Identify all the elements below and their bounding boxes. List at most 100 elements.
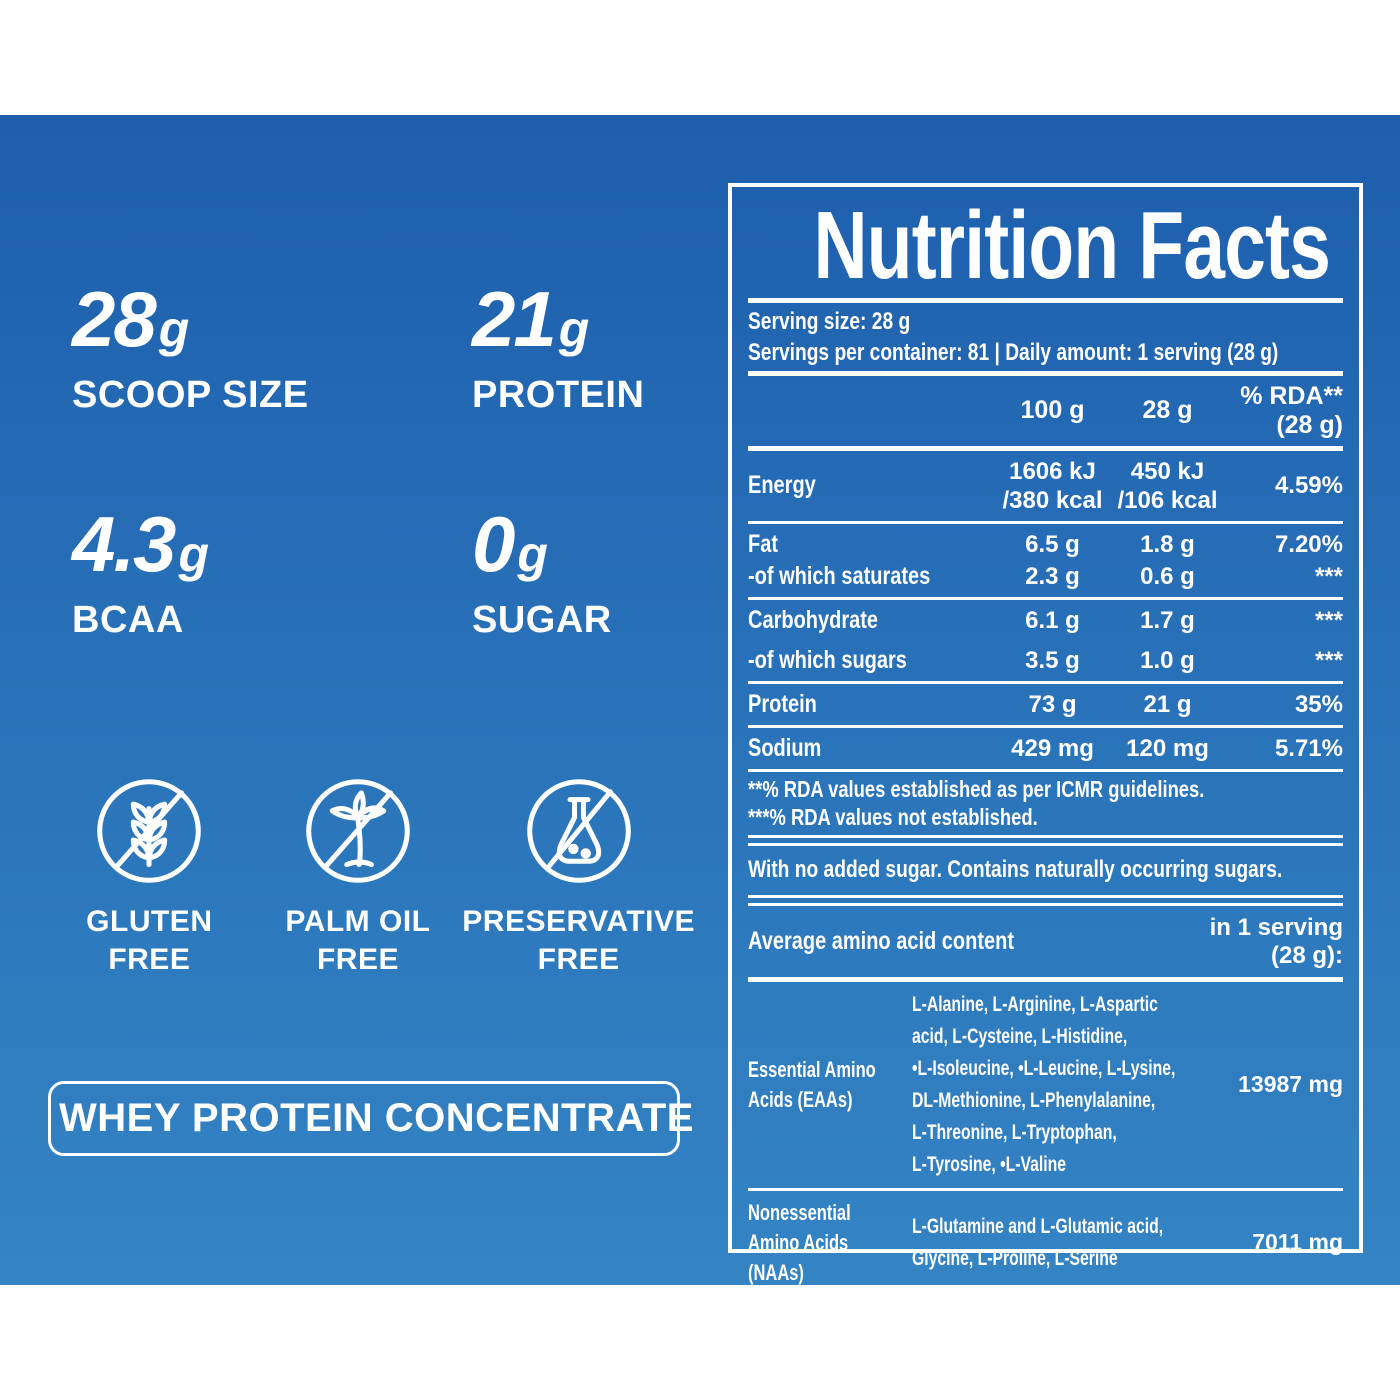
- stat-label: SUGAR: [472, 599, 612, 641]
- servings-text: Servings per container: 81 | Daily amoun…: [748, 338, 1279, 366]
- nutrient-label: Carbohydrate: [748, 605, 879, 634]
- stat-label: SCOOP SIZE: [72, 374, 309, 416]
- value-per-28g: 1.7 g: [1140, 606, 1195, 634]
- divider: [748, 297, 1343, 303]
- badge-preservative-free: PRESERVATIVE FREE: [462, 775, 695, 978]
- value-per-28g: 21 g: [1143, 690, 1192, 718]
- divider: [748, 976, 1343, 982]
- divider: [748, 370, 1343, 376]
- sugar-note: With no added sugar. Contains naturally …: [748, 850, 1343, 891]
- divider: [748, 520, 1343, 524]
- value-rda: 7.20%: [1274, 530, 1343, 558]
- value-per-100g: 2.3 g: [1025, 562, 1080, 590]
- servings-per-container-line: Servings per container: 81 | Daily amoun…: [748, 337, 1343, 368]
- value-per-100g: 429 mg: [1011, 734, 1094, 762]
- amino-acid-header-row: Average amino acid content in 1 serving …: [748, 910, 1343, 974]
- value-rda: ***: [1314, 606, 1343, 634]
- amino-group-label: Nonessential Amino Acids (NAAs): [748, 1199, 851, 1285]
- stat-value: 21g: [472, 280, 712, 358]
- stat-scoop-size: 28g SCOOP SIZE: [72, 280, 472, 417]
- nutrient-label: -of which saturates: [748, 561, 931, 590]
- value-per-100g: 73 g: [1028, 690, 1077, 718]
- amino-amount: 7011 mg: [1252, 1229, 1343, 1256]
- row-fat: Fat 6.5 g 1.8 g 7.20%: [748, 527, 1343, 562]
- row-essential-amino-acids: Essential Amino Acids (EAAs) L-Alanine, …: [748, 985, 1343, 1185]
- stat-sugar: 0g SUGAR: [472, 505, 712, 642]
- value-per-100g: 1606 kJ /380 kcal: [1002, 457, 1103, 514]
- badge-label: GLUTEN FREE: [86, 905, 213, 976]
- value-rda: 4.59%: [1274, 472, 1343, 500]
- no-gluten-icon: [97, 779, 202, 883]
- blue-background-band: 28g SCOOP SIZE 21g PROTEIN 4.3g BCAA 0g …: [0, 115, 1400, 1333]
- value-per-100g: 3.5 g: [1025, 646, 1080, 674]
- row-sugars: -of which sugars 3.5 g 1.0 g ***: [748, 638, 1343, 678]
- nutrient-label: Protein: [748, 689, 817, 718]
- badge-label: PRESERVATIVE FREE: [462, 905, 696, 976]
- divider: [748, 680, 1343, 684]
- divider: [748, 445, 1343, 451]
- ingredient-box: WHEY PROTEIN CONCENTRATE: [48, 1081, 694, 1156]
- stat-label: BCAA: [72, 599, 184, 641]
- nutrient-label: Sodium: [748, 733, 822, 762]
- stat-unit: g: [558, 301, 590, 357]
- col-header-rda: % RDA** (28 g): [1240, 381, 1343, 439]
- double-divider: [748, 834, 1343, 846]
- amino-header-label: Average amino acid content: [748, 927, 1014, 956]
- ingredient-label: WHEY PROTEIN CONCENTRATE: [59, 1096, 694, 1140]
- value-per-100g: 6.5 g: [1025, 530, 1080, 558]
- nutrient-label: -of which sugars: [748, 645, 907, 674]
- stats-grid: 28g SCOOP SIZE 21g PROTEIN 4.3g BCAA 0g …: [72, 280, 712, 642]
- value-per-28g: 450 kJ /106 kcal: [1117, 457, 1218, 514]
- footnote-rda-established: **% RDA values established as per ICMR g…: [748, 775, 1343, 803]
- divider: [748, 1294, 1343, 1298]
- amino-list: L-Alanine, L-Arginine, L-Aspartic acid, …: [912, 992, 1176, 1176]
- footnote-rda-not-established: ***% RDA values not established.: [748, 803, 1343, 831]
- value-per-28g: 120 mg: [1126, 734, 1209, 762]
- double-divider: [748, 894, 1343, 906]
- badge-palm-oil-free: PALM OIL FREE: [254, 775, 463, 978]
- amino-list: L-Glutamine and L-Glutamic acid, Glycine…: [912, 1214, 1164, 1270]
- col-header-28g: 28 g: [1142, 396, 1193, 425]
- stat-unit: g: [178, 526, 209, 582]
- nutrient-label: Energy: [748, 471, 816, 500]
- col-header-100g: 100 g: [1020, 396, 1085, 425]
- value-rda: ***: [1314, 646, 1343, 674]
- total-bcaa-line: •Total BCAAs: 4328 mg: [748, 1305, 1013, 1333]
- divider: [748, 768, 1343, 772]
- badge-gluten-free: GLUTEN FREE: [45, 775, 254, 978]
- stat-number: 28: [72, 275, 157, 363]
- divider: [748, 596, 1343, 600]
- stat-value: 0g: [472, 505, 712, 583]
- footnote-text: ***% RDA values not established.: [748, 803, 1038, 830]
- nutrition-facts-panel: Nutrition Facts Serving size: 28 g Servi…: [728, 183, 1363, 1333]
- amino-header-serving: in 1 serving (28 g):: [1209, 913, 1343, 969]
- serving-size-text: Serving size: 28 g: [748, 307, 911, 335]
- no-preservative-icon: [526, 779, 631, 883]
- stat-label: PROTEIN: [472, 374, 645, 416]
- serving-size-line: Serving size: 28 g: [748, 306, 1343, 337]
- stat-number: 21: [472, 275, 557, 363]
- value-per-28g: 1.0 g: [1140, 646, 1195, 674]
- stat-unit: g: [158, 301, 190, 357]
- column-header-row: 100 g 28 g % RDA** (28 g): [748, 379, 1343, 443]
- sugar-note-text: With no added sugar. Contains naturally …: [748, 855, 1283, 883]
- stat-value: 4.3g: [72, 505, 472, 583]
- row-sodium: Sodium 429 mg 120 mg 5.71%: [748, 731, 1343, 766]
- divider: [748, 724, 1343, 728]
- stat-number: 4.3: [72, 500, 176, 588]
- no-palm-oil-icon: [306, 779, 410, 883]
- row-nonessential-amino-acids: Nonessential Amino Acids (NAAs) L-Glutam…: [748, 1194, 1343, 1292]
- free-of-badges: GLUTEN FREE PALM OIL FREE: [45, 775, 695, 978]
- stat-number: 0: [472, 500, 515, 588]
- stat-unit: g: [517, 526, 548, 582]
- stat-value: 28g: [72, 280, 472, 358]
- stat-bcaa: 4.3g BCAA: [72, 505, 472, 642]
- value-per-100g: 6.1 g: [1025, 606, 1080, 634]
- badge-label: PALM OIL FREE: [285, 905, 431, 976]
- nutrition-facts-title: Nutrition Facts: [813, 192, 1331, 299]
- row-protein: Protein 73 g 21 g 35%: [748, 687, 1343, 722]
- amino-amount: 13987 mg: [1238, 1071, 1343, 1098]
- stat-protein: 21g PROTEIN: [472, 280, 712, 417]
- row-carbohydrate: Carbohydrate 6.1 g 1.7 g ***: [748, 603, 1343, 638]
